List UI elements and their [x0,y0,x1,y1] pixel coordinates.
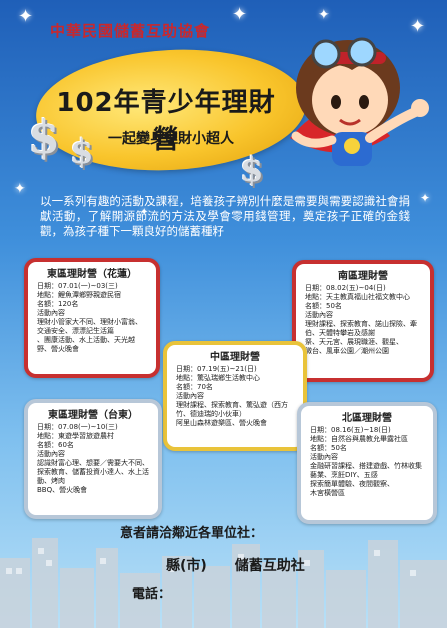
camp-central: 中區理財營 日期：07.19(五)~21(日) 地點：驚弘瑞鄉生活教中心 名額：… [163,341,307,451]
camp-detail: 地點：東遊學習旅遊農村 [37,432,114,440]
camp-detail: 日期：07.01(一)~03(三) [37,282,118,290]
camp-detail: 、團康活動、水上活動、天光越野、營火晚會 [37,336,135,353]
camp-detail: 名額：120名 [37,300,79,308]
page-title: 102年青少年理財營 [56,88,276,155]
star-icon: ✦ [410,16,426,37]
star-icon: ✦ [14,181,26,197]
dollar-icon: $ [28,110,61,164]
camp-detail: 理財小管家大不同、理財小富翁、交通安全、漂漂記生活篇 [37,318,142,335]
camp-detail: 認識財富心理、想要／需要大不同、探索教育、儲蓄投資小達人、水上活動、烤肉 [37,459,149,485]
camp-south: 南區理財營 日期：08.02(五)~04(日) 地點：天主教真福山社福文教中心 … [292,260,434,382]
camp-detail: 名額：70名 [176,383,213,391]
camp-detail: 名額：50名 [305,302,342,310]
camp-detail: 名額：60名 [37,441,74,449]
camp-detail: BBQ、營火晚會 [37,486,88,494]
camp-detail: 活動內容 [37,450,65,458]
superhero-girl-icon [290,37,429,166]
organization-name: 中華民國儲蓄互助協會 [49,22,210,40]
camp-detail: 日期：08.02(五)~04(日) [305,284,386,292]
camp-title: 北區理財營 [342,413,392,424]
camp-detail: 地點：自然谷與農教允畢露社區 [310,435,408,443]
camp-detail: 活動內容 [176,392,204,400]
star-icon: ✦ [232,4,248,25]
camp-detail: 地點：驚弘瑞鄉生活教中心 [176,374,260,382]
star-icon: ✦ [420,191,431,205]
camp-detail: 名額：50名 [310,444,347,452]
camp-detail: 活動內容 [310,453,338,461]
dollar-icon: $ [240,150,264,190]
camp-east-hualien: 東區理財營（花蓮） 日期：07.01(一)~03(三) 地點：鯉魚潭鄉野親遊民宿… [24,258,160,378]
camp-detail: 日期：08.16(五)~18(日) [310,426,391,434]
camp-detail: 木宮橫營區 [310,489,345,497]
star-icon: ✦ [318,7,330,23]
camp-title: 東區理財營（花蓮） [47,269,137,280]
camp-title: 中區理財營 [210,352,260,363]
camp-title: 南區理財營 [338,271,388,282]
dollar-icon: $ [70,132,94,172]
contact-phone: 電話： [132,587,172,602]
camp-north: 北區理財營 日期：08.16(五)~18(日) 地點：自然谷與農教允畢露社區 名… [297,402,437,524]
camp-detail: 理財課程、探索教育、驚弘遊（西方竹、德迪瑞的小伙車） [176,401,288,418]
camp-detail: 探索簡單體驗、夜間觀察、 [310,480,394,488]
camp-detail: 阿里山森林遊樂區、營火晚會 [176,419,267,427]
camp-detail: 活動內容 [37,309,65,317]
contact-unit: 縣(市) 儲蓄互助社 [166,558,305,574]
camp-title: 東區理財營（台東） [48,410,138,421]
city-skyline-icon [0,538,447,628]
camp-detail: 活動內容 [305,311,333,319]
star-icon: ✦ [140,207,149,218]
page-subtitle: 一起變身理財小超人 [108,131,234,147]
camp-east-taitung: 東區理財營（台東） 日期：07.08(一)~10(三) 地點：東遊學習旅遊農村 … [24,399,162,519]
camp-detail: 微台、風車公園／潮州公園 [305,347,389,355]
contact-heading: 意者請洽鄰近各單位社： [120,526,264,541]
camp-detail: 地點：鯉魚潭鄉野親遊民宿 [37,291,121,299]
camp-detail: 地點：天主教真福山社福文教中心 [305,293,410,301]
camp-detail: 祭、天元宮、展現職涯、觀星、 [305,338,403,346]
contact-info: 意者請洽鄰近各單位社： 縣(市) 儲蓄互助社 電話： [100,522,350,602]
camp-detail: 日期：07.19(五)~21(日) [176,365,257,373]
camp-detail: 理財課程、探索教育、諾山探險、牽伯、天體特攀岩及感謝 [305,320,417,337]
camp-detail: 金融研習課程、搭建遊戲、竹林收集藝業、烹飪DIY、五感 [310,462,422,479]
camp-detail: 日期：07.08(一)~10(三) [37,423,118,431]
star-icon: ✦ [18,6,34,27]
intro-text: 以一系列有趣的活動及課程，培養孩子辨別什麼是需要與需要認識社會捐獻活動，了解開源… [40,194,410,238]
